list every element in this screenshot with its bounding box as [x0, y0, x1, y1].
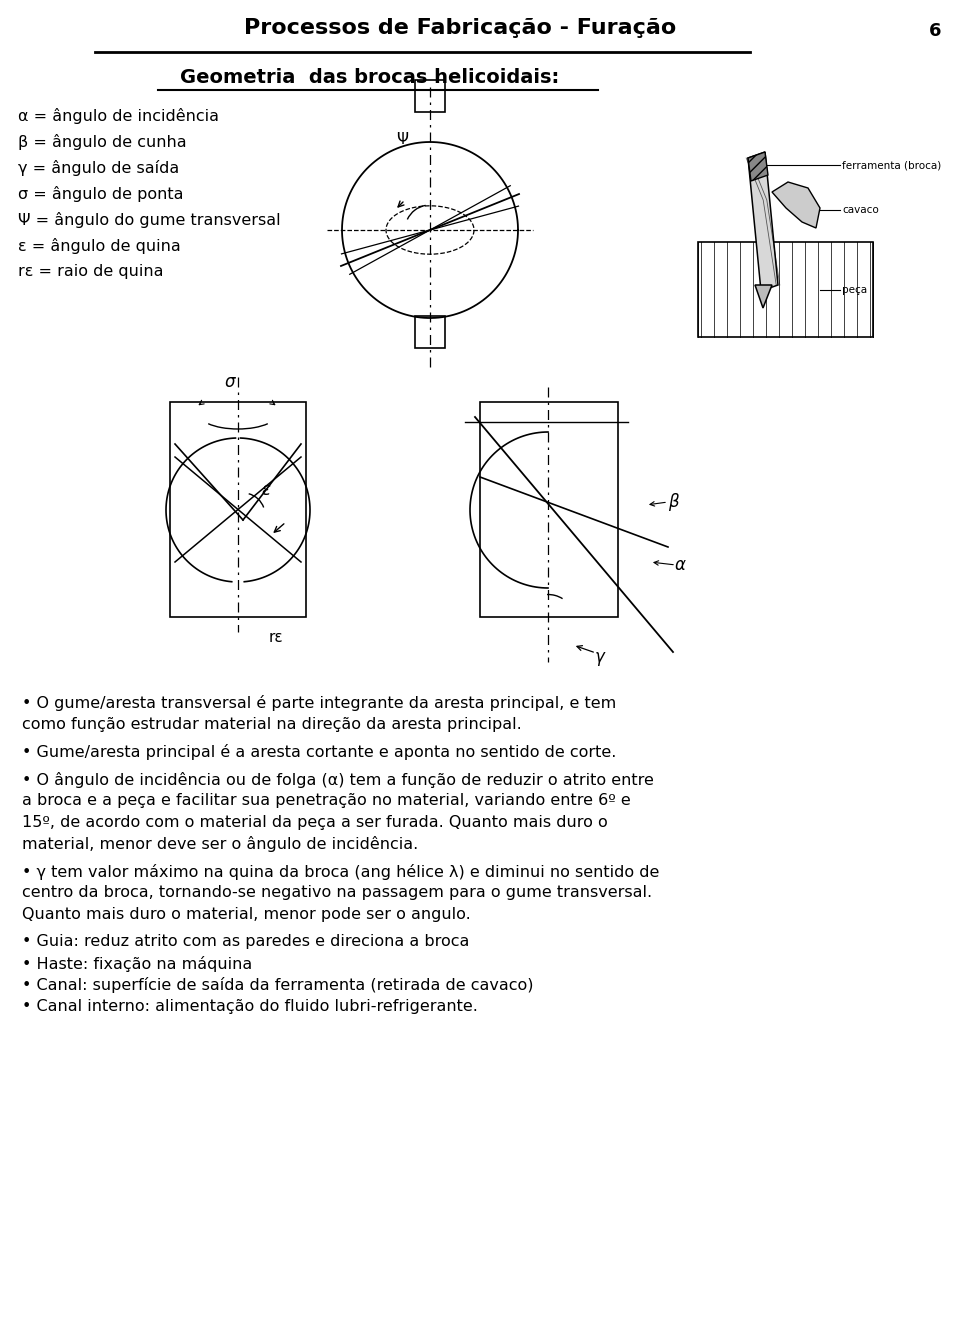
- Text: Ψ: Ψ: [396, 132, 408, 146]
- Text: Geometria  das brocas helicoidais:: Geometria das brocas helicoidais:: [180, 68, 560, 86]
- Text: β: β: [668, 493, 679, 511]
- Text: 15º, de acordo com o material da peça a ser furada. Quanto mais duro o: 15º, de acordo com o material da peça a …: [22, 814, 608, 830]
- Text: 6: 6: [928, 23, 941, 40]
- Text: • Canal interno: alimentação do fluido lubri-refrigerante.: • Canal interno: alimentação do fluido l…: [22, 999, 478, 1013]
- Polygon shape: [772, 182, 820, 227]
- Text: α: α: [675, 556, 685, 575]
- Text: Quanto mais duro o material, menor pode ser o angulo.: Quanto mais duro o material, menor pode …: [22, 907, 470, 922]
- Bar: [415, 80, 445, 112]
- Text: peça: peça: [842, 285, 867, 295]
- Text: β = ângulo de cunha: β = ângulo de cunha: [18, 134, 186, 150]
- Text: ε: ε: [261, 481, 271, 499]
- Text: cavaco: cavaco: [842, 205, 878, 215]
- Text: a broca e a peça e facilitar sua penetração no material, variando entre 6º e: a broca e a peça e facilitar sua penetra…: [22, 793, 631, 809]
- Bar: [698, 242, 873, 336]
- Text: como função estrudar material na direção da aresta principal.: como função estrudar material na direção…: [22, 717, 521, 732]
- Text: ferramenta (broca): ferramenta (broca): [842, 160, 941, 170]
- Bar: [170, 402, 306, 617]
- Text: rε = raio de quina: rε = raio de quina: [18, 263, 163, 279]
- Text: α = ângulo de incidência: α = ângulo de incidência: [18, 108, 219, 124]
- Text: Ψ = ângulo do gume transversal: Ψ = ângulo do gume transversal: [18, 211, 280, 227]
- Text: rε: rε: [269, 629, 283, 645]
- Text: • Canal: superfície de saída da ferramenta (retirada de cavaco): • Canal: superfície de saída da ferramen…: [22, 978, 534, 994]
- Text: • Gume/aresta principal é a aresta cortante e aponta no sentido de corte.: • Gume/aresta principal é a aresta corta…: [22, 743, 616, 759]
- Bar: [698, 242, 873, 336]
- Text: Processos de Fabricação - Furação: Processos de Fabricação - Furação: [244, 19, 676, 39]
- Text: centro da broca, tornando-se negativo na passagem para o gume transversal.: centro da broca, tornando-se negativo na…: [22, 884, 652, 900]
- Text: γ = ângulo de saída: γ = ângulo de saída: [18, 160, 180, 176]
- Text: • O ângulo de incidência ou de folga (α) tem a função de reduzir o atrito entre: • O ângulo de incidência ou de folga (α)…: [22, 771, 654, 787]
- Text: σ: σ: [225, 372, 235, 391]
- Text: • γ tem valor máximo na quina da broca (ang hélice λ) e diminui no sentido de: • γ tem valor máximo na quina da broca (…: [22, 863, 660, 879]
- Text: γ: γ: [595, 648, 605, 666]
- Polygon shape: [748, 152, 778, 291]
- Text: • Guia: reduz atrito com as paredes e direciona a broca: • Guia: reduz atrito com as paredes e di…: [22, 934, 469, 950]
- Text: ε = ângulo de quina: ε = ângulo de quina: [18, 238, 180, 254]
- Polygon shape: [748, 152, 768, 181]
- Bar: [415, 317, 445, 348]
- Polygon shape: [755, 285, 772, 309]
- Text: σ = ângulo de ponta: σ = ângulo de ponta: [18, 186, 183, 202]
- Text: • O gume/aresta transversal é parte integrante da aresta principal, e tem: • O gume/aresta transversal é parte inte…: [22, 696, 616, 712]
- Text: material, menor deve ser o ângulo de incidência.: material, menor deve ser o ângulo de inc…: [22, 837, 419, 853]
- Bar: [480, 402, 618, 617]
- Text: • Haste: fixação na máquina: • Haste: fixação na máquina: [22, 955, 252, 971]
